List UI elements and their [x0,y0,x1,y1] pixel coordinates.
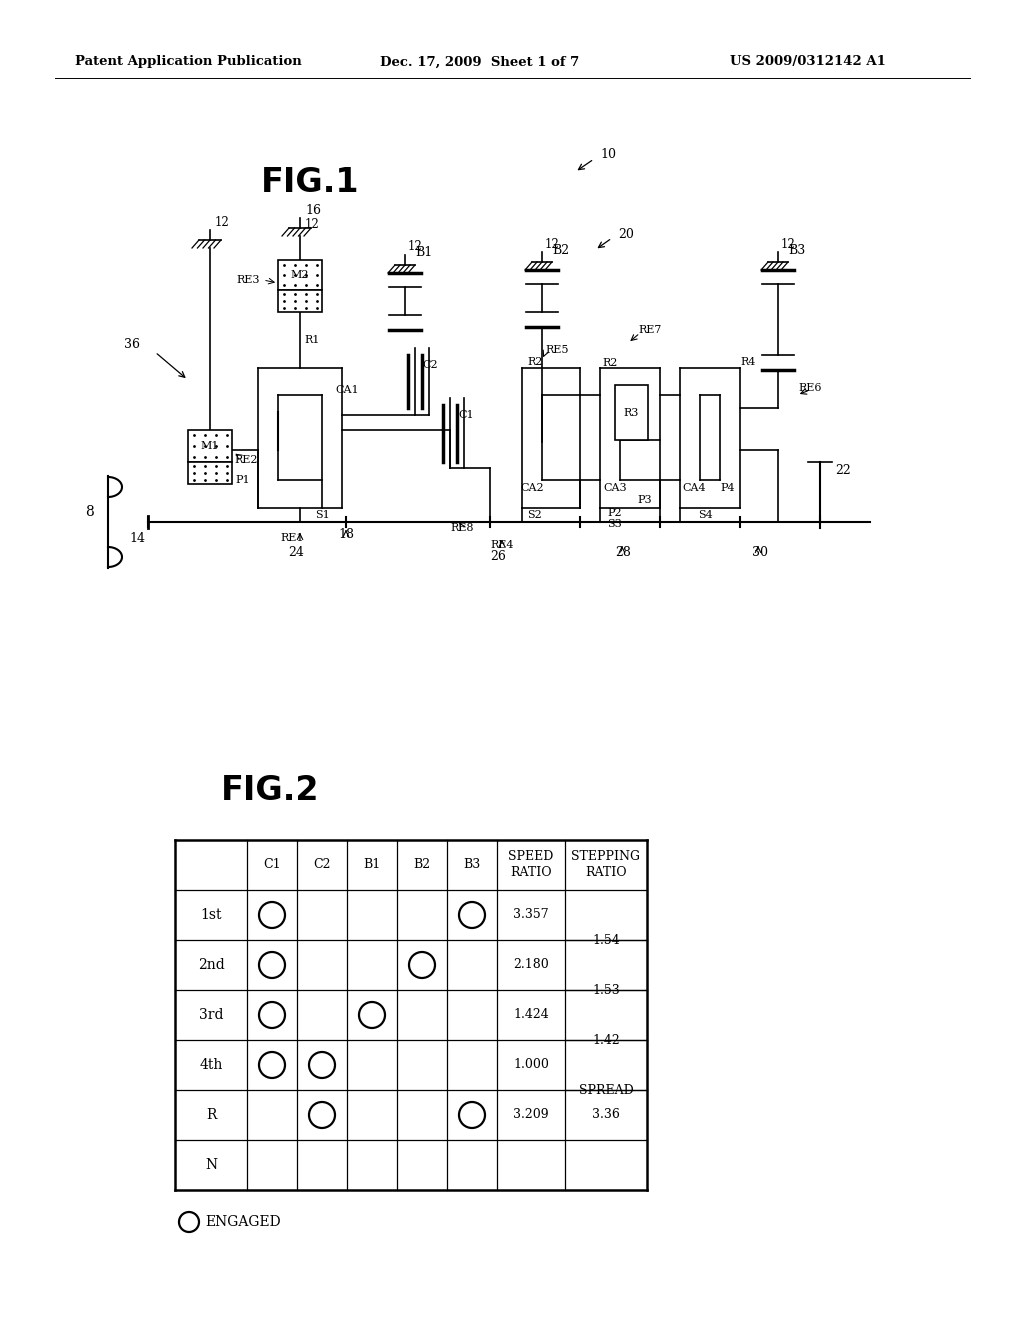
Text: 36: 36 [124,338,140,351]
Text: SPREAD: SPREAD [579,1084,634,1097]
Text: R2: R2 [602,358,617,368]
Bar [188,462,232,484]
Text: P3: P3 [637,495,651,506]
Bar [278,290,322,312]
Text: B3: B3 [788,243,805,256]
Text: 12: 12 [781,238,796,251]
Text: 8: 8 [86,506,94,519]
Text: RE4: RE4 [490,540,514,550]
Text: 3.209: 3.209 [513,1109,549,1122]
Text: C1: C1 [263,858,281,871]
Text: C2: C2 [422,360,437,370]
Text: CA4: CA4 [682,483,706,492]
Text: R1: R1 [304,335,319,345]
Text: 1.54: 1.54 [592,933,620,946]
Text: 12: 12 [545,238,560,251]
Text: N: N [205,1158,217,1172]
Text: R: R [206,1107,216,1122]
Text: RE3: RE3 [237,275,260,285]
Text: P4: P4 [720,483,734,492]
Text: 30: 30 [752,545,768,558]
Text: S2: S2 [527,510,542,520]
Text: B2: B2 [552,243,569,256]
Text: CA2: CA2 [520,483,544,492]
Text: P1: P1 [234,475,250,484]
Text: RE7: RE7 [638,325,662,335]
Text: 1.53: 1.53 [592,983,620,997]
Text: 1.000: 1.000 [513,1059,549,1072]
Text: 24: 24 [288,545,304,558]
Text: S4: S4 [698,510,713,520]
Text: CA3: CA3 [603,483,627,492]
Text: 3.357: 3.357 [513,908,549,921]
Text: B1: B1 [415,247,432,260]
Text: 12: 12 [215,215,229,228]
Text: ENGAGED: ENGAGED [205,1214,281,1229]
Text: 2nd: 2nd [198,958,224,972]
Text: SPEED
RATIO: SPEED RATIO [508,850,554,879]
Text: B3: B3 [464,858,480,871]
Bar [615,385,648,440]
Text: C2: C2 [313,858,331,871]
Text: FIG.2: FIG.2 [221,774,319,807]
Text: 26: 26 [490,550,506,564]
Text: 12: 12 [305,219,319,231]
Text: US 2009/0312142 A1: US 2009/0312142 A1 [730,55,886,69]
Text: 1st: 1st [201,908,222,921]
Text: RE6: RE6 [798,383,821,393]
Text: RE2: RE2 [234,455,257,465]
Text: 22: 22 [835,463,851,477]
Bar [188,430,232,462]
Text: R3: R3 [624,408,639,417]
Text: 20: 20 [618,228,634,242]
Text: B1: B1 [364,858,381,871]
Text: C1: C1 [458,411,474,420]
Text: 12: 12 [408,240,423,253]
Text: S3: S3 [607,519,622,529]
Text: RE1: RE1 [281,533,304,543]
Text: P2: P2 [607,508,622,517]
Text: Patent Application Publication: Patent Application Publication [75,55,302,69]
Text: 1.424: 1.424 [513,1008,549,1022]
Text: 3rd: 3rd [199,1008,223,1022]
Text: FIG.1: FIG.1 [261,166,359,199]
Text: 16: 16 [305,203,321,216]
Text: B2: B2 [414,858,430,871]
Text: R4: R4 [740,356,756,367]
Text: 14: 14 [129,532,145,544]
Text: S1: S1 [315,510,330,520]
Text: Dec. 17, 2009  Sheet 1 of 7: Dec. 17, 2009 Sheet 1 of 7 [380,55,580,69]
Bar [278,260,322,290]
Text: M1: M1 [201,441,219,451]
Text: 28: 28 [615,545,631,558]
Text: RE5: RE5 [545,345,568,355]
Text: 3.36: 3.36 [592,1109,620,1122]
Text: 4th: 4th [200,1059,222,1072]
Text: M2: M2 [291,271,309,280]
Text: CA1: CA1 [335,385,358,395]
Text: 18: 18 [338,528,354,541]
Text: STEPPING
RATIO: STEPPING RATIO [571,850,640,879]
Text: 1.42: 1.42 [592,1034,620,1047]
Text: RE8: RE8 [451,523,474,533]
Text: R2: R2 [527,356,543,367]
Text: 2.180: 2.180 [513,958,549,972]
Text: 10: 10 [600,149,616,161]
